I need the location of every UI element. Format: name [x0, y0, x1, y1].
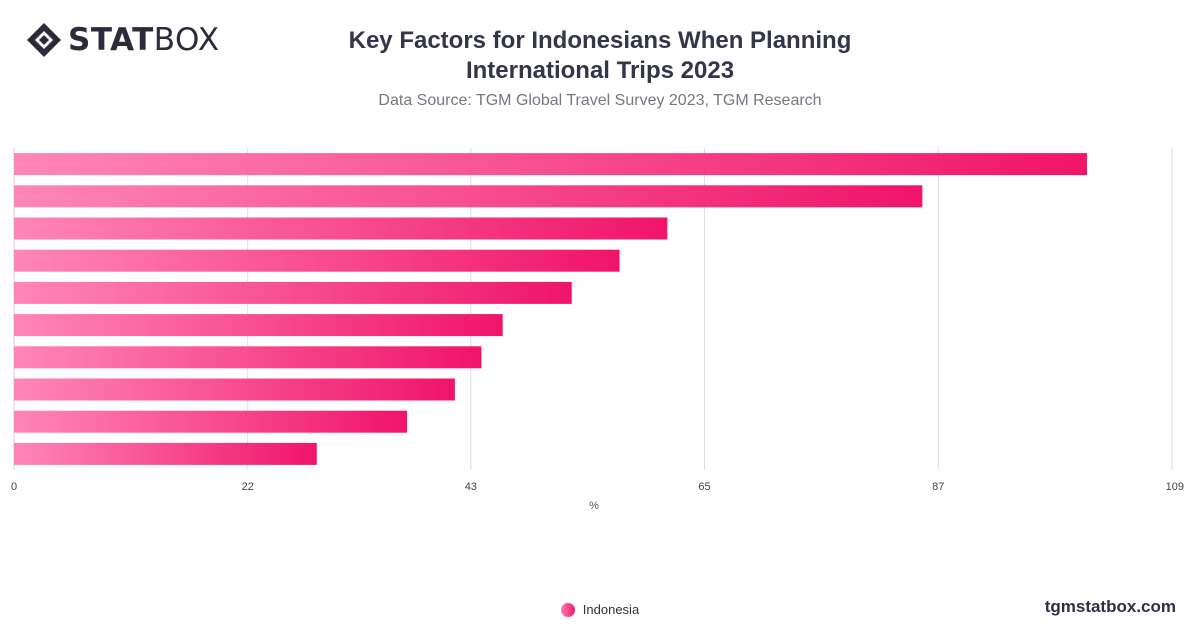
x-tick-label: 0 [11, 481, 17, 493]
bar[interactable] [14, 281, 572, 304]
bar[interactable] [14, 314, 503, 337]
legend[interactable]: Indonesia [0, 602, 1200, 617]
bar[interactable] [14, 153, 1088, 176]
bar[interactable] [14, 378, 455, 401]
chart-title: Key Factors for Indonesians When Plannin… [348, 27, 852, 84]
bar[interactable] [14, 410, 408, 433]
bar[interactable] [14, 249, 620, 272]
x-tick-label: 87 [932, 481, 944, 493]
x-tick-label: 109 [1166, 481, 1184, 493]
logo-text-bold: STAT [68, 22, 154, 58]
bar[interactable] [14, 217, 668, 240]
bar[interactable] [14, 346, 482, 369]
bar-chart: 0 22 43 65 87 109 % [11, 148, 1184, 512]
x-tick-label: 65 [698, 481, 710, 493]
bars [14, 153, 1088, 465]
logo-text: STATBOX [68, 22, 220, 58]
chart-subtitle: Data Source: TGM Global Travel Survey 20… [378, 92, 822, 109]
x-tick-labels: 0 22 43 65 87 109 [11, 481, 1184, 493]
bar[interactable] [14, 185, 923, 208]
statbox-logo: STATBOX [26, 22, 220, 58]
legend-marker-icon [560, 602, 575, 617]
x-axis-label: % [589, 500, 599, 512]
legend-label: Indonesia [582, 602, 640, 617]
logo-text-thin: BOX [153, 22, 220, 58]
x-tick-label: 22 [242, 481, 254, 493]
footer-url[interactable]: tgmstatbox.com [1044, 597, 1176, 616]
diamond-logo-icon [27, 23, 61, 57]
bar[interactable] [14, 442, 317, 465]
x-tick-label: 43 [465, 481, 477, 493]
